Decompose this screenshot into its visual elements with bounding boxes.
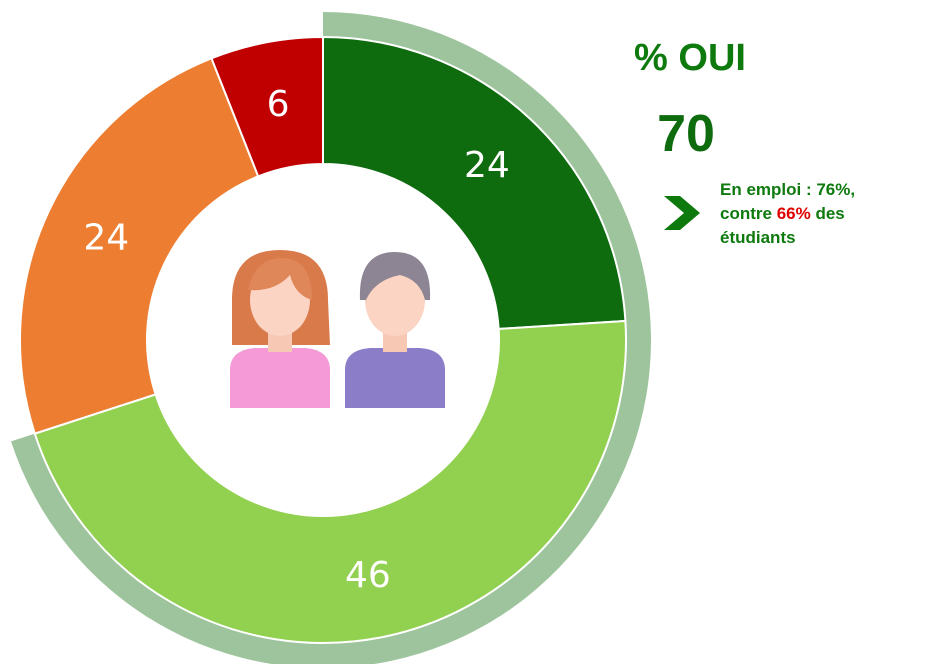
donut-segment (19, 56, 260, 435)
donut-segment (322, 35, 627, 331)
donut-segment (33, 319, 627, 644)
chevron (664, 196, 700, 230)
segment-label: 24 (464, 145, 510, 186)
people-icon (230, 250, 445, 408)
donut-segment (210, 35, 324, 178)
note-text: des étudiants (720, 204, 845, 247)
segment-label: 6 (267, 84, 290, 125)
kpi-value: 70 (657, 105, 715, 163)
note: En emploi : 76%, contre 66% des étudiant… (720, 178, 890, 250)
kpi-label: % OUI (634, 37, 746, 79)
note-text: En emploi : 76%, contre (720, 180, 856, 223)
note-highlight: 66% (776, 204, 811, 223)
segment-label: 24 (83, 218, 129, 259)
segment-label: 46 (345, 555, 391, 596)
